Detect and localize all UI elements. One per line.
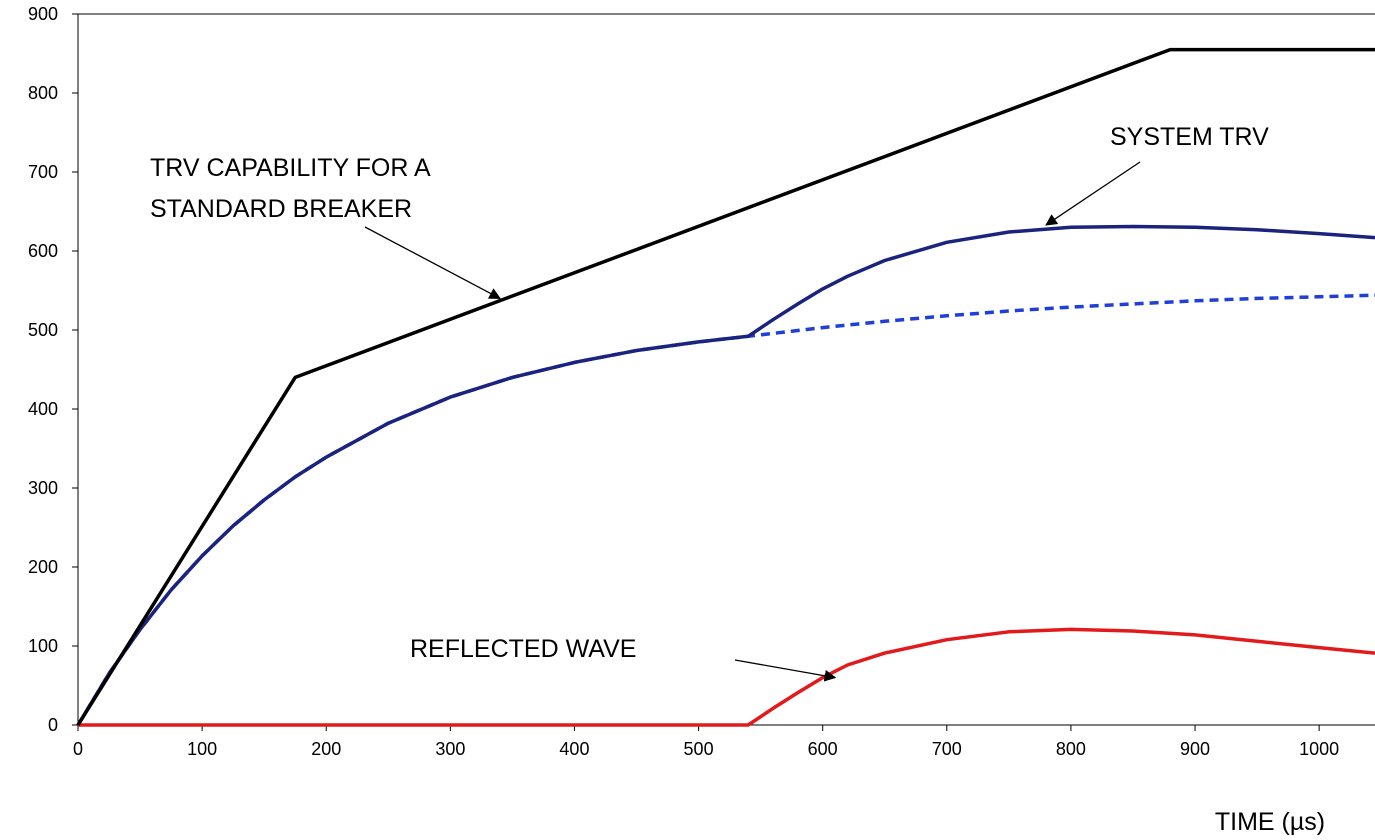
annotation-system-trv-line-0: SYSTEM TRV [1110, 123, 1269, 151]
series-line-trv-capability [76, 47, 1375, 726]
x-tick-label: 200 [311, 739, 341, 759]
series-line-reflected-wave [78, 627, 1375, 727]
x-tick-label: 100 [187, 739, 217, 759]
series-line-open-line-trv [76, 293, 1375, 726]
y-tick-label: 200 [28, 557, 58, 577]
x-tick-label: 900 [1180, 739, 1210, 759]
y-tick-label: 100 [28, 636, 58, 656]
y-tick-label: 500 [28, 320, 58, 340]
x-tick-label: 1000 [1299, 739, 1339, 759]
y-tick-label: 0 [48, 715, 58, 735]
series-line-system-trv [76, 224, 1375, 726]
x-tick-label: 0 [73, 739, 83, 759]
series-layer [76, 47, 1375, 727]
y-tick-label: 900 [28, 4, 58, 24]
y-tick-label: 700 [28, 162, 58, 182]
x-tick-label: 400 [559, 739, 589, 759]
annotation-reflected-wave-line-0: REFLECTED WAVE [410, 635, 636, 663]
y-tick-label: 800 [28, 83, 58, 103]
axes: 0 100 200 300 400 500 600 700 800 900 0 100 200 300 40… [28, 4, 1375, 759]
y-tick-label: 300 [28, 478, 58, 498]
annotation-trv-capability-line-1: STANDARD BREAKER [150, 195, 412, 223]
x-tick-label: 800 [1056, 739, 1086, 759]
x-tick-label: 700 [932, 739, 962, 759]
y-tick-label: 400 [28, 399, 58, 419]
annotation-arrow-trv-capability [364, 226, 502, 299]
y-tick-label: 600 [28, 241, 58, 261]
annotation-trv-capability-line-0: TRV CAPABILITY FOR A [150, 154, 431, 182]
annotation-arrow-reflected-wave [734, 659, 837, 682]
x-tick-label: 500 [684, 739, 714, 759]
x-axis-title: TIME (µs) [1215, 808, 1325, 836]
x-tick-label: 300 [435, 739, 465, 759]
annotation-layer: TRV CAPABILITY FOR A STANDARD BREAKER SYST… [150, 123, 1269, 682]
x-tick-label: 600 [808, 739, 838, 759]
annotation-arrow-system-trv [1045, 161, 1141, 226]
